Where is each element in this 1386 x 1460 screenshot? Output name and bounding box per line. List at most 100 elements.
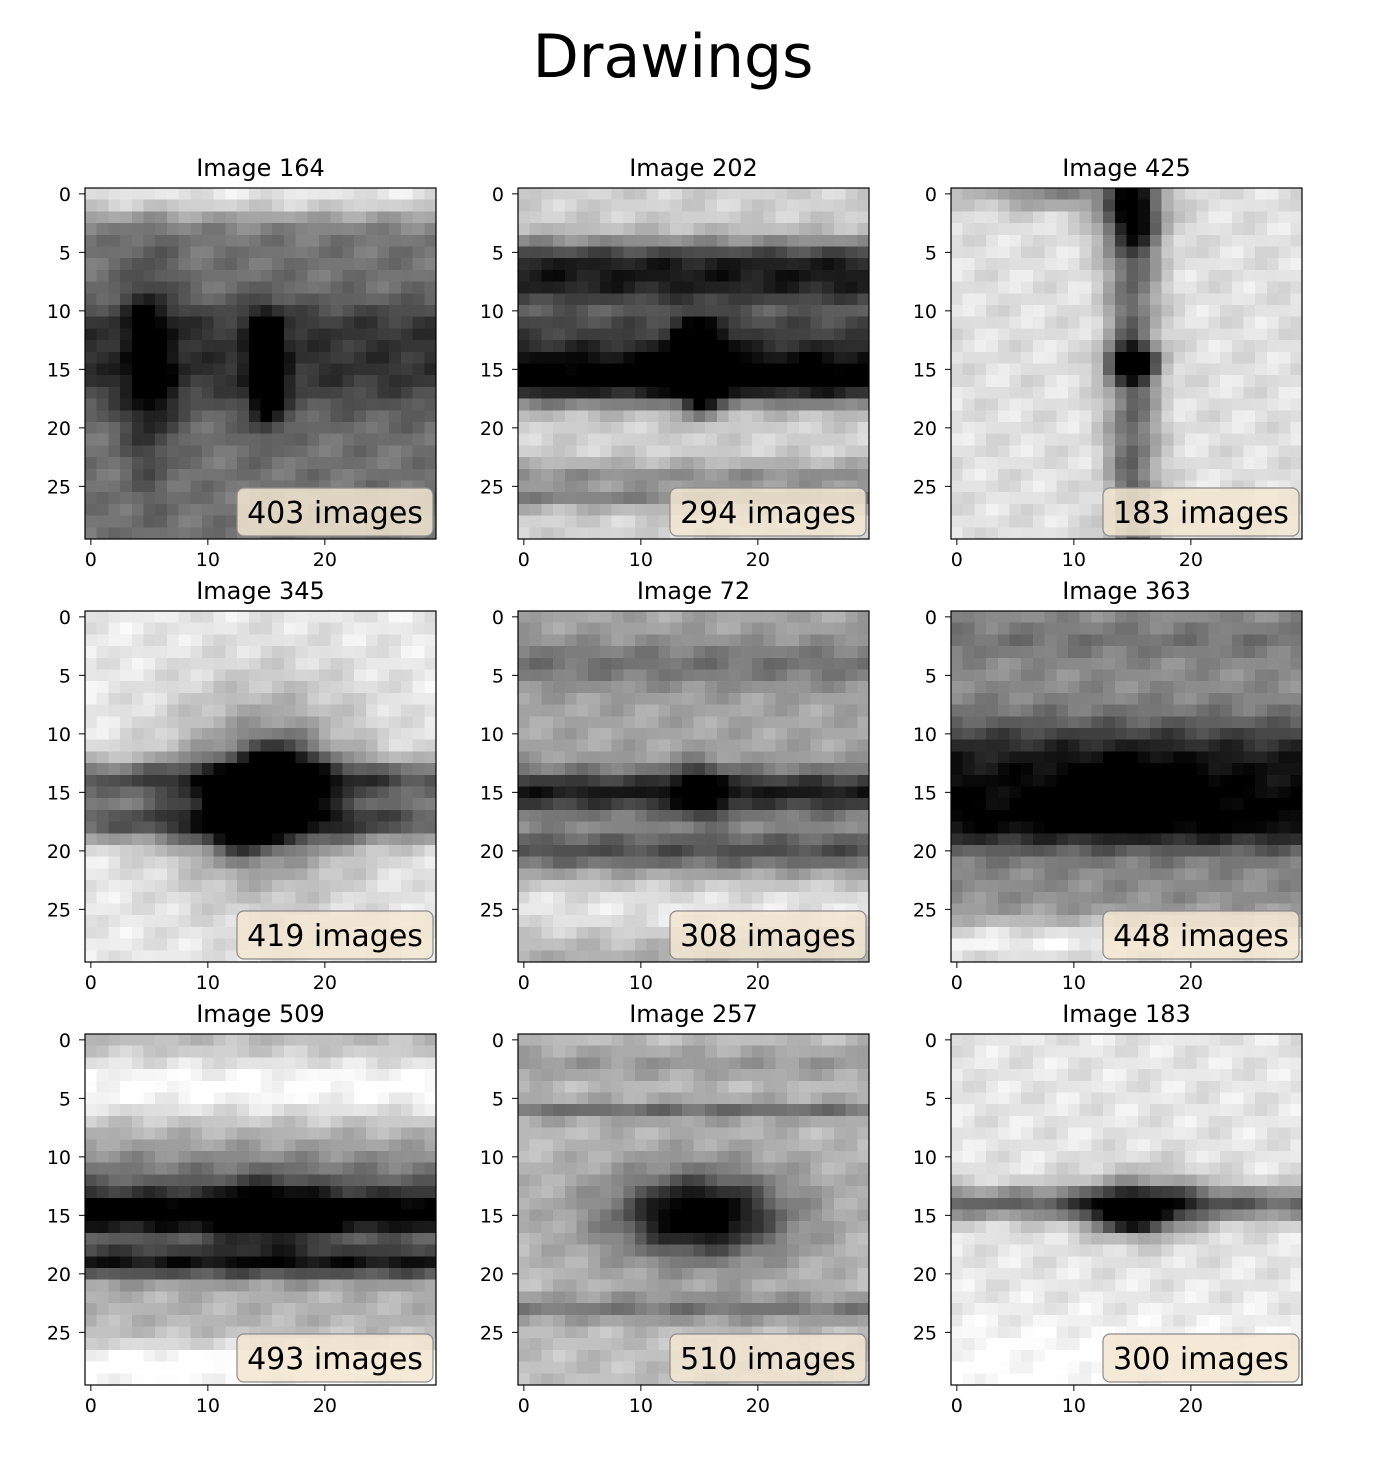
heatmap-cell — [845, 281, 858, 294]
heatmap-cell — [307, 375, 320, 388]
heatmap-cell — [166, 833, 180, 846]
heatmap-cell — [202, 833, 215, 846]
heatmap-cell — [1114, 410, 1128, 423]
heatmap-cell — [389, 786, 402, 799]
heatmap-cell — [646, 809, 659, 823]
heatmap-cell — [997, 692, 1011, 706]
heatmap-cell — [1032, 375, 1046, 388]
heatmap-cell — [564, 398, 578, 411]
heatmap-cell — [166, 351, 180, 365]
heatmap-cell — [845, 188, 858, 201]
heatmap-cell — [635, 786, 648, 799]
heatmap-cell — [775, 856, 788, 869]
heatmap-cell — [213, 611, 226, 624]
heatmap-cell — [822, 751, 835, 764]
heatmap-cell — [96, 950, 109, 963]
heatmap-cell — [283, 445, 297, 458]
heatmap-cell — [541, 646, 554, 659]
heatmap-cell — [1173, 375, 1186, 388]
heatmap-cell — [635, 433, 648, 446]
heatmap-cell — [295, 188, 308, 201]
heatmap-cell — [599, 681, 613, 694]
heatmap-cell — [623, 751, 636, 764]
heatmap-cell — [155, 728, 168, 741]
heatmap-cell — [1231, 422, 1245, 435]
heatmap-cell — [1091, 728, 1104, 741]
heatmap-cell — [295, 845, 308, 858]
heatmap-cell — [1149, 363, 1163, 376]
heatmap-cell — [588, 211, 601, 224]
heatmap-cell — [599, 433, 613, 446]
heatmap-cell — [424, 293, 437, 306]
heatmap-cell — [424, 433, 437, 446]
heatmap-cell — [951, 751, 964, 764]
heatmap-cell — [658, 950, 671, 963]
heatmap-cell — [202, 915, 215, 928]
heatmap-cell — [377, 422, 390, 435]
heatmap-cell — [833, 211, 847, 224]
heatmap-cell — [646, 938, 659, 951]
heatmap-cell — [845, 716, 858, 729]
heatmap-cell — [155, 386, 168, 400]
heatmap-cell — [1290, 692, 1303, 706]
heatmap-cell — [611, 480, 624, 493]
heatmap-cell — [225, 657, 238, 671]
heatmap-cell — [1032, 211, 1046, 224]
heatmap-cell — [728, 386, 741, 400]
heatmap-cell — [553, 856, 566, 869]
heatmap-cell — [541, 305, 554, 318]
heatmap-cell — [775, 622, 788, 635]
heatmap-cell — [670, 657, 683, 671]
heatmap-cell — [740, 634, 753, 647]
heatmap-cell — [728, 728, 741, 741]
heatmap-cell — [295, 786, 308, 799]
heatmap-cell — [1056, 657, 1069, 671]
heatmap-cell — [1255, 669, 1268, 682]
heatmap-cell — [389, 751, 402, 764]
heatmap-cell — [131, 950, 145, 963]
heatmap-cell — [974, 258, 987, 271]
heatmap-cell — [576, 386, 589, 400]
heatmap-cell — [120, 234, 133, 248]
heatmap-cell — [131, 634, 145, 647]
heatmap-cell — [1068, 328, 1081, 341]
heatmap-cell — [1091, 716, 1104, 729]
heatmap-cell — [237, 375, 250, 388]
heatmap-cell — [658, 211, 671, 224]
heatmap-cell — [377, 856, 390, 869]
heatmap-cell — [1091, 211, 1104, 224]
heatmap-cell — [365, 234, 379, 248]
heatmap-cell — [752, 328, 765, 341]
heatmap-cell — [646, 646, 659, 659]
heatmap-cell — [1044, 281, 1057, 294]
heatmap-cell — [131, 211, 145, 224]
heatmap-cell — [1185, 398, 1198, 411]
heatmap-cell — [295, 269, 308, 283]
heatmap-cell — [85, 199, 98, 212]
heatmap-cell — [143, 833, 156, 846]
heatmap-cell — [857, 305, 870, 318]
heatmap-cell — [342, 809, 355, 823]
heatmap-cell — [272, 739, 285, 752]
heatmap-cell — [412, 751, 425, 764]
heatmap-cell — [1149, 340, 1163, 353]
heatmap-cell — [787, 692, 800, 706]
heatmap-cell — [108, 903, 121, 916]
heatmap-cell — [295, 363, 308, 376]
heatmap-cell — [857, 281, 870, 294]
heatmap-cell — [1196, 410, 1209, 423]
heatmap-cell — [178, 657, 191, 671]
heatmap-cell — [599, 269, 613, 283]
heatmap-cell — [190, 527, 203, 540]
heatmap-cell — [997, 681, 1011, 694]
heatmap-cell — [518, 622, 531, 635]
y-tick-label: 20 — [47, 418, 71, 440]
heatmap-cell — [997, 363, 1011, 376]
heatmap-cell — [986, 316, 999, 329]
heatmap-cell — [845, 763, 858, 776]
heatmap-cell — [295, 410, 308, 423]
heatmap-cell — [389, 622, 402, 635]
heatmap-cell — [1091, 375, 1104, 388]
heatmap-cell — [342, 891, 355, 905]
heatmap-cell — [705, 316, 718, 329]
